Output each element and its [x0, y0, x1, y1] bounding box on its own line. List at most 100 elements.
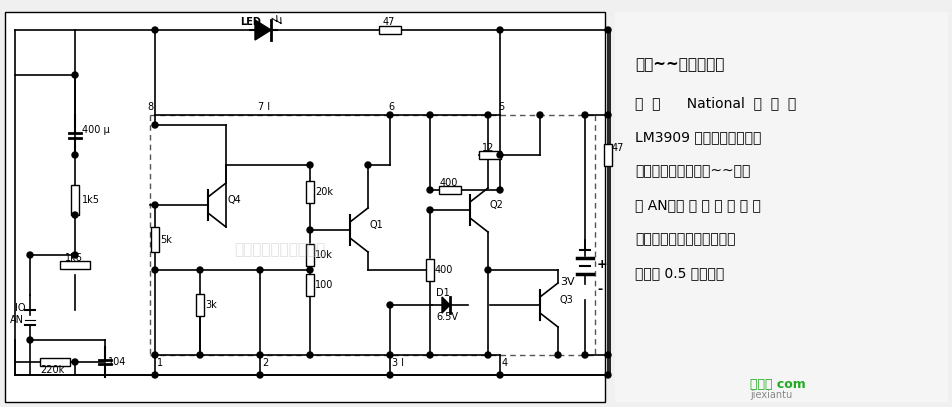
Text: 5k: 5k — [160, 235, 171, 245]
Circle shape — [387, 372, 392, 378]
Text: 5: 5 — [498, 102, 504, 112]
Circle shape — [27, 337, 33, 343]
Text: 400: 400 — [440, 178, 458, 188]
Text: 4: 4 — [502, 358, 507, 368]
Text: Q2: Q2 — [489, 200, 504, 210]
Circle shape — [387, 352, 392, 358]
Text: 管发光 0.5 秒之久。: 管发光 0.5 秒之久。 — [634, 266, 724, 280]
Bar — [40, 358, 69, 366]
Circle shape — [151, 27, 158, 33]
Circle shape — [307, 267, 312, 273]
Text: Q4: Q4 — [228, 195, 242, 205]
Circle shape — [72, 72, 78, 78]
Circle shape — [497, 372, 503, 378]
Text: 3 l: 3 l — [391, 358, 404, 368]
Text: 12: 12 — [482, 143, 494, 153]
Circle shape — [536, 112, 543, 118]
Circle shape — [605, 372, 610, 378]
Circle shape — [257, 352, 263, 358]
Text: 47: 47 — [611, 143, 624, 153]
Text: Q1: Q1 — [369, 220, 384, 230]
Text: +: + — [596, 258, 607, 271]
Circle shape — [197, 267, 203, 273]
Bar — [306, 274, 313, 296]
Text: D1: D1 — [436, 288, 449, 298]
Bar — [426, 259, 433, 281]
Bar — [604, 144, 611, 166]
Circle shape — [582, 352, 587, 358]
Circle shape — [497, 152, 503, 158]
Bar — [5, 12, 605, 402]
Circle shape — [485, 352, 490, 358]
Circle shape — [605, 112, 610, 118]
Circle shape — [151, 202, 158, 208]
Circle shape — [257, 372, 263, 378]
Circle shape — [307, 352, 312, 358]
Text: 400: 400 — [434, 265, 453, 275]
Bar — [379, 26, 401, 34]
Bar — [614, 12, 947, 402]
Bar — [71, 185, 79, 215]
Text: 20k: 20k — [315, 187, 332, 197]
Circle shape — [151, 352, 158, 358]
Text: 8: 8 — [147, 102, 153, 112]
Text: 极  管      National  公  司  的: 极 管 National 公 司 的 — [634, 96, 796, 110]
Circle shape — [151, 372, 158, 378]
Circle shape — [605, 27, 610, 33]
Circle shape — [27, 252, 33, 258]
Polygon shape — [255, 20, 270, 40]
Circle shape — [197, 352, 203, 358]
Text: 100: 100 — [315, 280, 333, 290]
Circle shape — [387, 302, 392, 308]
Circle shape — [72, 252, 78, 258]
Text: -: - — [596, 284, 602, 297]
Bar — [60, 261, 89, 269]
Circle shape — [497, 27, 503, 33]
Bar — [479, 151, 501, 159]
Text: LM3909 集成电路连接成单: LM3909 集成电路连接成单 — [634, 130, 761, 144]
Polygon shape — [442, 297, 449, 313]
Circle shape — [151, 122, 158, 128]
Text: 47: 47 — [383, 17, 395, 27]
Text: 10k: 10k — [315, 250, 332, 260]
Circle shape — [426, 112, 432, 118]
Circle shape — [485, 267, 490, 273]
Bar — [150, 228, 159, 252]
Circle shape — [365, 162, 370, 168]
Text: LED: LED — [240, 17, 261, 27]
Text: 3V: 3V — [560, 277, 574, 287]
Text: 杭州佟睿科技有限公司: 杭州佟睿科技有限公司 — [234, 243, 326, 258]
Text: 1k5: 1k5 — [82, 195, 100, 205]
Bar — [306, 244, 313, 266]
Text: IO: IO — [15, 303, 26, 313]
Text: 钮 AN，使 电 路 瞬 间 被 触: 钮 AN，使 电 路 瞬 间 被 触 — [634, 198, 760, 212]
Circle shape — [426, 187, 432, 193]
Circle shape — [497, 187, 503, 193]
Text: 6.5V: 6.5V — [436, 312, 458, 322]
Text: AN: AN — [10, 315, 24, 325]
Text: 104: 104 — [108, 357, 127, 367]
Text: 稳多谐振荡器；每按~~下按: 稳多谐振荡器；每按~~下按 — [634, 164, 749, 178]
Circle shape — [605, 352, 610, 358]
Circle shape — [554, 352, 561, 358]
Circle shape — [485, 112, 490, 118]
Text: 发。这个电路能使发光二极: 发。这个电路能使发光二极 — [634, 232, 735, 246]
Circle shape — [307, 227, 312, 233]
Text: 7 l: 7 l — [258, 102, 269, 112]
Bar — [196, 294, 204, 316]
Text: jiexiantu: jiexiantu — [749, 390, 791, 400]
Circle shape — [387, 112, 392, 118]
Circle shape — [426, 207, 432, 213]
Text: 1: 1 — [157, 358, 163, 368]
Text: 2: 2 — [262, 358, 268, 368]
Circle shape — [582, 112, 587, 118]
Text: 6: 6 — [387, 102, 394, 112]
Text: Q3: Q3 — [560, 295, 573, 305]
Circle shape — [72, 212, 78, 218]
Circle shape — [72, 152, 78, 158]
Text: 接线图 com: 接线图 com — [749, 379, 804, 392]
Text: 只闪~~下的发光二: 只闪~~下的发光二 — [634, 57, 724, 72]
Circle shape — [257, 267, 263, 273]
Bar — [439, 186, 461, 194]
Circle shape — [307, 162, 312, 168]
